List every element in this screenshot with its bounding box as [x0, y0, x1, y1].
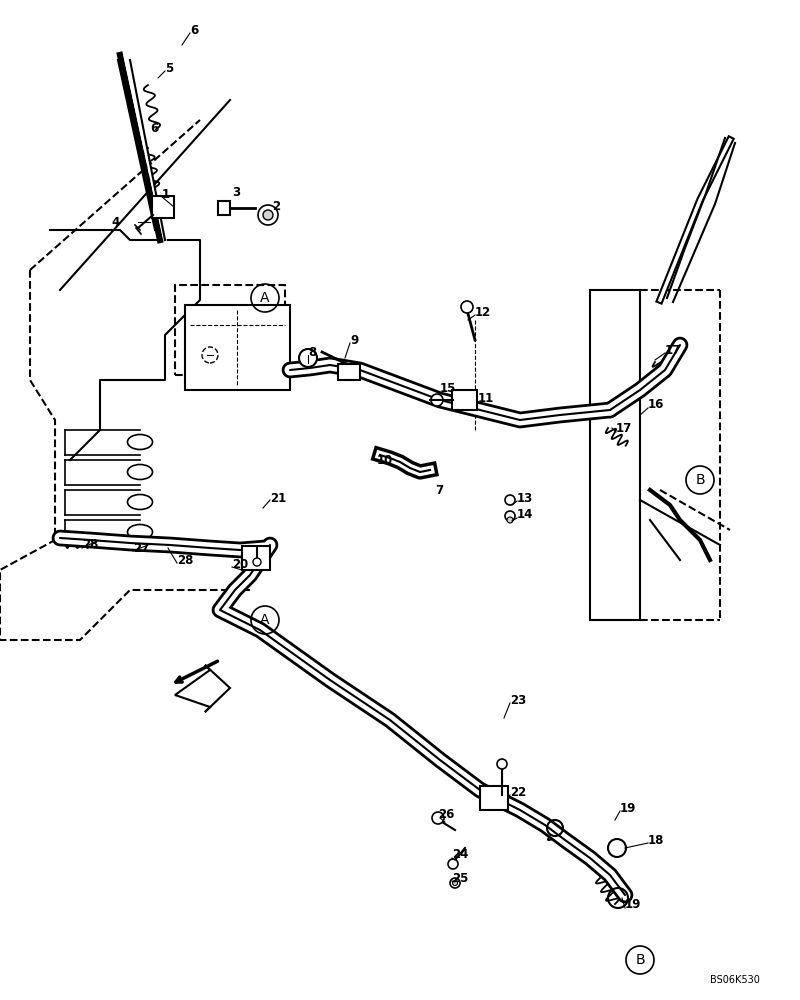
Circle shape	[253, 558, 261, 566]
FancyBboxPatch shape	[242, 546, 270, 570]
Text: 7: 7	[435, 484, 443, 496]
Text: 8: 8	[308, 346, 316, 359]
FancyBboxPatch shape	[338, 364, 360, 380]
FancyBboxPatch shape	[218, 201, 230, 215]
Ellipse shape	[127, 464, 153, 480]
FancyBboxPatch shape	[452, 390, 477, 410]
Polygon shape	[175, 665, 230, 712]
Circle shape	[497, 759, 507, 769]
Ellipse shape	[127, 434, 153, 450]
Text: 17: 17	[665, 344, 682, 357]
Text: 6: 6	[190, 23, 198, 36]
Text: 5: 5	[165, 62, 174, 75]
FancyBboxPatch shape	[480, 786, 508, 810]
Circle shape	[507, 517, 513, 523]
Text: 27: 27	[133, 542, 150, 554]
Circle shape	[448, 859, 458, 869]
Text: 21: 21	[270, 491, 286, 504]
Text: 6: 6	[150, 121, 158, 134]
Text: BS06K530: BS06K530	[710, 975, 760, 985]
Bar	[175, 285, 285, 375]
Text: 3: 3	[232, 186, 240, 200]
Ellipse shape	[127, 524, 153, 540]
Text: 11: 11	[478, 391, 494, 404]
Circle shape	[299, 349, 317, 367]
Text: 13: 13	[517, 491, 534, 504]
Ellipse shape	[127, 494, 153, 510]
Circle shape	[450, 878, 460, 888]
Text: 22: 22	[510, 786, 526, 798]
Text: 14: 14	[517, 508, 534, 520]
Text: 1: 1	[162, 188, 170, 202]
Text: 26: 26	[438, 808, 454, 822]
Circle shape	[505, 495, 515, 505]
Text: 25: 25	[452, 871, 468, 884]
Circle shape	[432, 812, 444, 824]
Text: 4: 4	[112, 216, 120, 229]
Circle shape	[461, 301, 473, 313]
Text: 19: 19	[620, 802, 636, 814]
Text: 20: 20	[232, 558, 248, 570]
Bar	[185, 305, 290, 390]
Text: A: A	[260, 291, 270, 305]
Text: 17: 17	[616, 422, 632, 434]
FancyBboxPatch shape	[152, 196, 174, 218]
Text: 23: 23	[510, 694, 526, 706]
Text: 19: 19	[625, 898, 642, 912]
Text: B: B	[695, 473, 705, 487]
Text: 2: 2	[272, 200, 280, 214]
Text: 28: 28	[177, 554, 194, 566]
Circle shape	[431, 394, 443, 406]
Text: A: A	[260, 613, 270, 627]
Text: 24: 24	[452, 848, 468, 861]
Text: B: B	[635, 953, 645, 967]
Text: 16: 16	[648, 398, 664, 412]
Text: 12: 12	[475, 306, 491, 318]
Circle shape	[258, 205, 278, 225]
Text: 28: 28	[82, 538, 98, 552]
Text: 18: 18	[648, 834, 664, 846]
Text: 9: 9	[350, 334, 358, 347]
Circle shape	[453, 880, 458, 886]
Text: 10: 10	[377, 454, 394, 466]
Circle shape	[505, 511, 515, 521]
Circle shape	[263, 210, 273, 220]
Text: 15: 15	[440, 381, 456, 394]
